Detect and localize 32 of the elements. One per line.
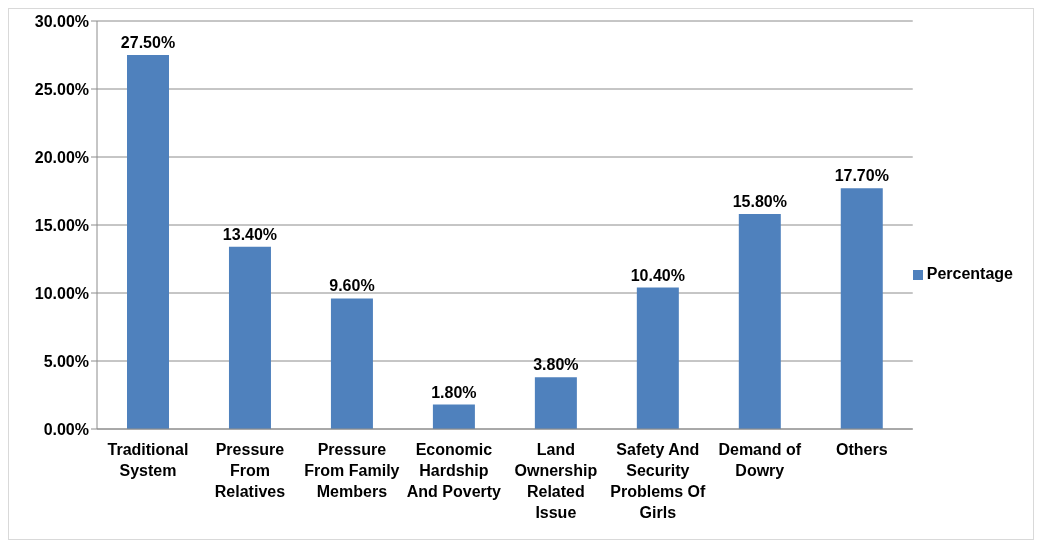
x-tick-label: Others bbox=[835, 441, 888, 458]
y-tick-label: 5.00% bbox=[43, 352, 89, 370]
bar bbox=[330, 298, 373, 429]
y-tick-label: 25.00% bbox=[34, 80, 89, 98]
x-tick-label: Pressure From Relatives bbox=[214, 441, 286, 500]
bar bbox=[534, 377, 577, 429]
y-tick-label: 20.00% bbox=[34, 148, 89, 166]
y-tick-label: 10.00% bbox=[34, 284, 89, 302]
x-tick-label: Traditional System bbox=[107, 441, 189, 479]
y-tick-label: 30.00% bbox=[34, 12, 89, 30]
bar bbox=[636, 287, 679, 429]
bar bbox=[840, 188, 883, 429]
x-tick-label: Land Ownership Related Issue bbox=[514, 441, 598, 521]
data-label: 17.70% bbox=[834, 167, 889, 185]
x-tick-label: Safety And Security Problems Of Girls bbox=[610, 441, 707, 521]
bar bbox=[127, 55, 169, 429]
data-label: 10.40% bbox=[630, 266, 685, 284]
data-label: 9.60% bbox=[329, 277, 375, 295]
x-tick-label: Demand of Dowry bbox=[718, 441, 802, 479]
x-tick-label: Economic Hardship And Poverty bbox=[406, 441, 502, 500]
bar bbox=[432, 404, 475, 429]
x-tick-label: Pressure From Family Members bbox=[304, 441, 400, 500]
y-tick-label: 15.00% bbox=[34, 216, 89, 234]
legend-label: Percentage bbox=[926, 265, 1013, 282]
data-label: 27.50% bbox=[120, 34, 176, 51]
data-label: 3.80% bbox=[533, 356, 579, 374]
bar bbox=[738, 214, 781, 429]
data-label: 13.40% bbox=[222, 225, 278, 243]
data-label: 15.80% bbox=[732, 193, 787, 211]
data-label: 1.80% bbox=[431, 383, 477, 401]
y-tick-label: 0.00% bbox=[43, 420, 89, 438]
bar bbox=[228, 246, 271, 429]
